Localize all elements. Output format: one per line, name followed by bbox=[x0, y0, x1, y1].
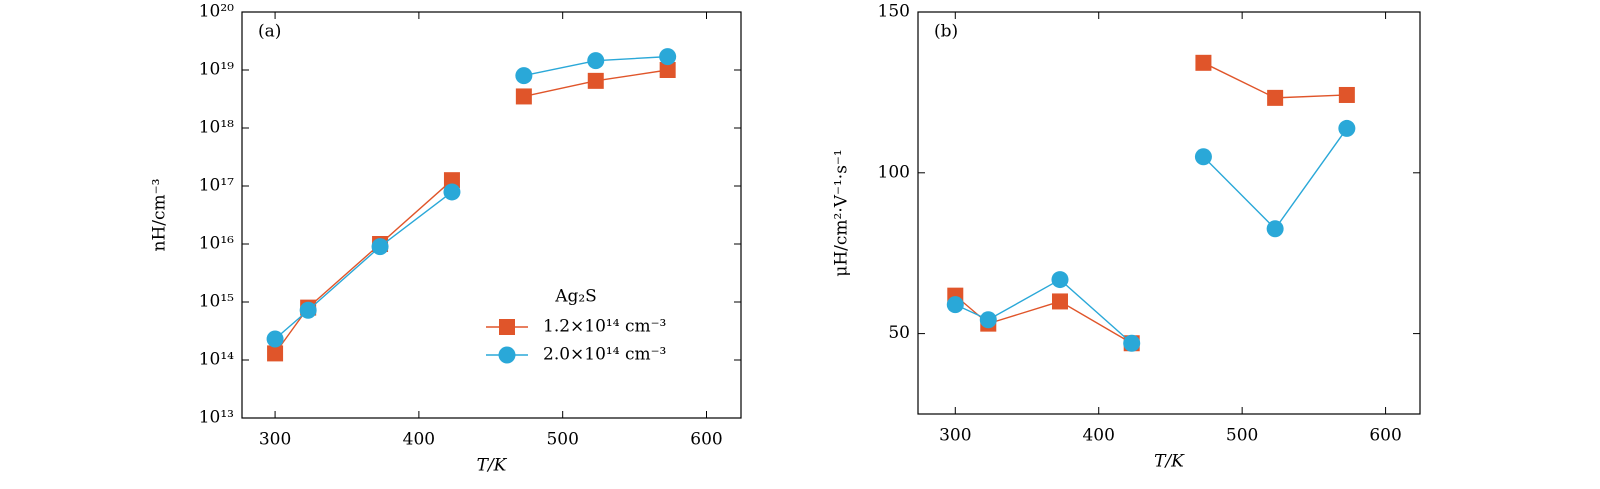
x-tick-label: 500 bbox=[1226, 426, 1258, 446]
data-point bbox=[587, 72, 604, 89]
x-tick-label: 500 bbox=[546, 430, 578, 450]
data-point bbox=[587, 52, 605, 70]
legend-title: Ag₂S bbox=[554, 287, 597, 307]
y-axis-label: nH/cm⁻³ bbox=[150, 179, 170, 252]
data-point bbox=[1051, 271, 1069, 289]
data-point bbox=[659, 48, 677, 66]
x-axis-label: T/K bbox=[1154, 452, 1185, 472]
y-tick-label: 10¹⁹ bbox=[199, 60, 234, 80]
x-tick-label: 400 bbox=[1082, 426, 1114, 446]
series-line bbox=[274, 69, 668, 354]
data-point bbox=[371, 238, 389, 256]
data-point bbox=[1195, 54, 1212, 71]
y-tick-label: 10¹⁴ bbox=[199, 350, 234, 370]
data-point bbox=[1194, 148, 1212, 166]
data-point bbox=[267, 345, 284, 362]
data-point bbox=[299, 301, 317, 319]
data-point bbox=[1266, 220, 1284, 238]
series-line bbox=[274, 55, 668, 340]
y-tick-label: 10²⁰ bbox=[199, 2, 234, 22]
legend-marker bbox=[499, 319, 515, 335]
panel-label: (b) bbox=[934, 22, 958, 42]
data-point bbox=[1267, 89, 1284, 106]
y-tick-label: 10¹⁵ bbox=[199, 292, 234, 312]
data-point bbox=[1051, 293, 1068, 310]
legend-label: 2.0×10¹⁴ cm⁻³ bbox=[543, 345, 666, 365]
y-tick-label: 10¹⁸ bbox=[199, 118, 234, 138]
y-tick-label: 150 bbox=[878, 2, 910, 22]
data-point bbox=[946, 296, 964, 314]
series-line bbox=[954, 128, 1348, 344]
legend-marker bbox=[498, 346, 516, 364]
data-point bbox=[515, 67, 533, 85]
y-tick-label: 10¹⁶ bbox=[199, 234, 234, 254]
plot-frame bbox=[917, 11, 1421, 415]
series-line bbox=[954, 62, 1347, 344]
data-point bbox=[515, 88, 532, 105]
data-point bbox=[443, 183, 461, 201]
legend-label: 1.2×10¹⁴ cm⁻³ bbox=[543, 317, 666, 337]
y-tick-label: 10¹⁷ bbox=[199, 176, 234, 196]
x-tick-label: 400 bbox=[403, 430, 435, 450]
x-tick-label: 600 bbox=[1369, 426, 1401, 446]
y-tick-label: 50 bbox=[888, 323, 910, 343]
data-point bbox=[1338, 119, 1356, 137]
plot-frame bbox=[241, 11, 742, 419]
data-point bbox=[979, 311, 997, 329]
y-tick-label: 10¹³ bbox=[199, 408, 234, 428]
data-point bbox=[266, 330, 284, 348]
y-axis-label: μH/cm²·V⁻¹·s⁻¹ bbox=[832, 149, 852, 276]
y-tick-label: 100 bbox=[878, 162, 910, 182]
data-point bbox=[443, 172, 460, 189]
x-tick-label: 300 bbox=[259, 430, 291, 450]
data-point bbox=[1338, 86, 1355, 103]
data-point bbox=[1123, 334, 1141, 352]
x-axis-label: T/K bbox=[477, 456, 508, 476]
x-tick-label: 300 bbox=[939, 426, 971, 446]
x-tick-label: 600 bbox=[690, 430, 722, 450]
panel-label: (a) bbox=[258, 22, 281, 42]
data-point bbox=[659, 62, 676, 78]
